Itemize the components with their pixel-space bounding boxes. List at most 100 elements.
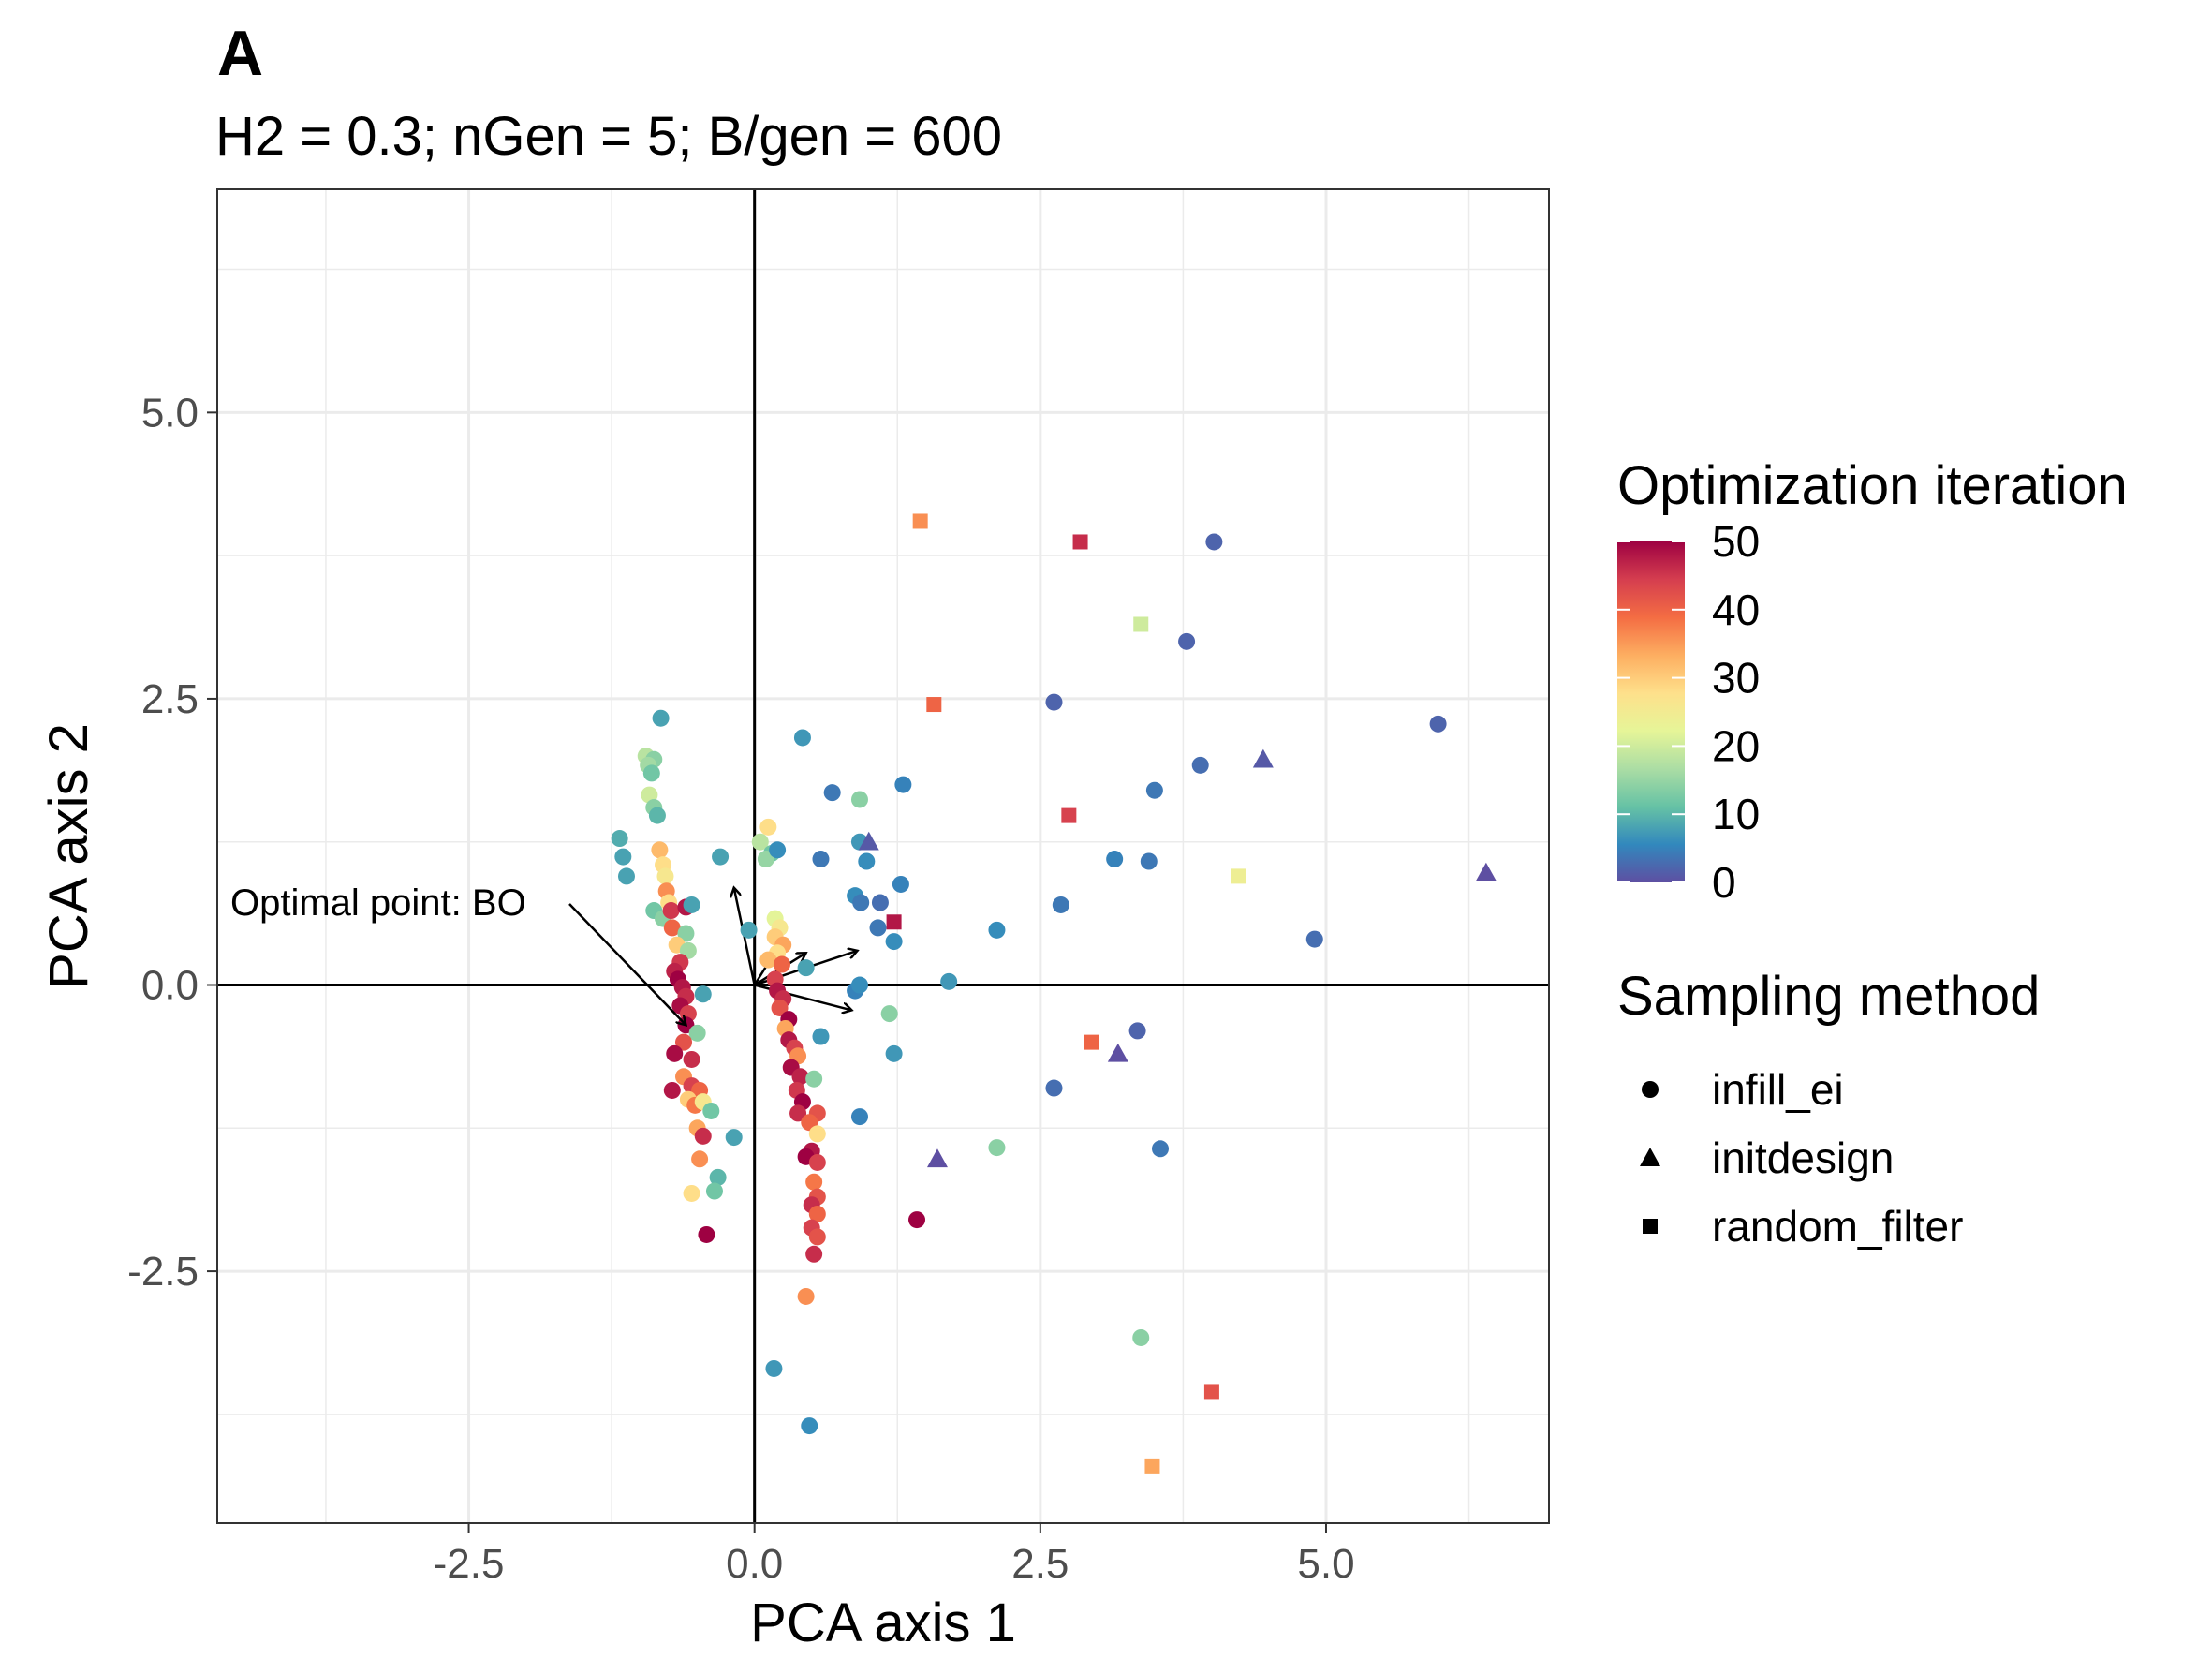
point-infill-ei [642, 764, 660, 782]
y-axis-ticks: -2.5 0.0 2.5 5.0 [127, 390, 217, 1295]
point-infill-ei [1045, 693, 1063, 711]
point-random-filter [886, 914, 902, 930]
point-infill-ei [702, 1102, 720, 1119]
point-infill-ei [808, 1153, 826, 1171]
y-tick-label: 0.0 [141, 963, 199, 1009]
point-infill-ei [808, 1228, 826, 1246]
point-random-filter [912, 513, 928, 529]
point-infill-ei [894, 776, 912, 793]
color-bar [1617, 541, 1685, 882]
color-bar-label: 30 [1712, 654, 1760, 703]
point-infill-ei [823, 784, 841, 802]
point-infill-ei [808, 1125, 826, 1143]
legend-label-random-filter: random_filter [1712, 1202, 1963, 1251]
point-infill-ei [725, 1129, 743, 1147]
point-infill-ei [769, 841, 787, 859]
point-infill-ei [652, 709, 670, 727]
point-infill-ei [683, 896, 700, 913]
point-infill-ei [988, 921, 1006, 939]
plot-background [217, 189, 1549, 1523]
point-infill-ei [712, 848, 730, 866]
y-axis-title: PCA axis 2 [38, 723, 99, 989]
y-tick-label: 5.0 [141, 390, 199, 436]
annotation-arrow [568, 903, 686, 1025]
y-tick-label: 2.5 [141, 676, 199, 722]
point-infill-ei [812, 851, 830, 868]
point-infill-ei [1429, 715, 1447, 733]
legend-square-icon [1643, 1219, 1658, 1234]
x-axis-title: PCA axis 1 [750, 1592, 1016, 1653]
x-tick-label: 2.5 [1011, 1541, 1069, 1587]
point-infill-ei [740, 921, 758, 939]
point-infill-ei [808, 1205, 826, 1222]
point-infill-ei [688, 1024, 706, 1042]
color-bar-label: 10 [1712, 790, 1760, 838]
x-tick-label: 0.0 [726, 1541, 783, 1587]
point-infill-ei [885, 933, 903, 951]
chart-subtitle: H2 = 0.3; nGen = 5; B/gen = 600 [215, 106, 1002, 167]
point-initdesign [1252, 748, 1274, 768]
point-random-filter [1230, 868, 1246, 884]
point-infill-ei [869, 919, 887, 937]
point-initdesign [926, 1148, 948, 1168]
point-infill-ei [908, 1211, 926, 1229]
color-bar-ticks: 50 40 30 20 10 0 [1617, 517, 1760, 907]
point-infill-ei [988, 1139, 1006, 1157]
point-infill-ei [797, 959, 815, 977]
point-infill-ei [1145, 781, 1163, 799]
legend-label-infill-ei: infill_ei [1712, 1065, 1844, 1114]
point-infill-ei [850, 791, 868, 808]
point-infill-ei [663, 919, 681, 937]
point-random-filter [1203, 1384, 1219, 1400]
color-bar-label: 50 [1712, 517, 1760, 566]
point-infill-ei [771, 999, 789, 1016]
y-tick-label: -2.5 [127, 1249, 199, 1295]
point-infill-ei [858, 852, 876, 870]
point-infill-ei [812, 1028, 830, 1045]
point-random-filter [1133, 616, 1149, 632]
point-infill-ei [871, 894, 889, 911]
point-infill-ei [751, 833, 769, 851]
color-legend-title: Optimization iteration [1617, 455, 2128, 516]
point-infill-ei [683, 1050, 700, 1068]
legend-circle-icon [1642, 1081, 1659, 1098]
x-tick-label: -2.5 [434, 1541, 505, 1587]
point-infill-ei [694, 985, 712, 1003]
point-infill-ei [759, 818, 777, 836]
point-infill-ei [805, 1245, 823, 1263]
point-infill-ei [683, 1184, 700, 1202]
legend-label-initdesign: initdesign [1712, 1133, 1894, 1182]
point-infill-ei [773, 955, 790, 973]
point-random-filter [1072, 534, 1088, 550]
annotation-label: Optimal point: BO [230, 882, 526, 924]
shape-legend-title: Sampling method [1617, 966, 2040, 1027]
point-infill-ei [789, 1104, 807, 1122]
x-tick-label: 5.0 [1297, 1541, 1354, 1587]
panel-tag: A [217, 18, 263, 89]
legend-triangle-icon [1640, 1148, 1660, 1166]
point-infill-ei [1128, 1022, 1146, 1040]
point-initdesign [1475, 862, 1497, 881]
x-axis-ticks: -2.5 0.0 2.5 5.0 [434, 1523, 1355, 1587]
point-infill-ei [705, 1182, 723, 1200]
optimal-point-annotation: Optimal point: BO [230, 882, 686, 1025]
point-random-filter [926, 697, 942, 713]
point-infill-ei [662, 902, 680, 920]
color-bar-label: 20 [1712, 721, 1760, 770]
point-infill-ei [852, 894, 870, 911]
point-infill-ei [1178, 632, 1196, 650]
point-infill-ei [850, 976, 868, 994]
point-infill-ei [614, 848, 632, 866]
point-infill-ei [765, 1359, 783, 1377]
point-infill-ei [1045, 1079, 1063, 1097]
color-bar-label: 0 [1712, 858, 1736, 907]
point-infill-ei [663, 1081, 681, 1099]
point-infill-ei [709, 1168, 727, 1186]
point-infill-ei [1132, 1328, 1150, 1346]
color-bar-label: 40 [1712, 585, 1760, 634]
point-initdesign [1107, 1043, 1128, 1062]
point-random-filter [1084, 1034, 1099, 1050]
point-infill-ei [1052, 896, 1069, 913]
point-infill-ei [617, 867, 635, 885]
